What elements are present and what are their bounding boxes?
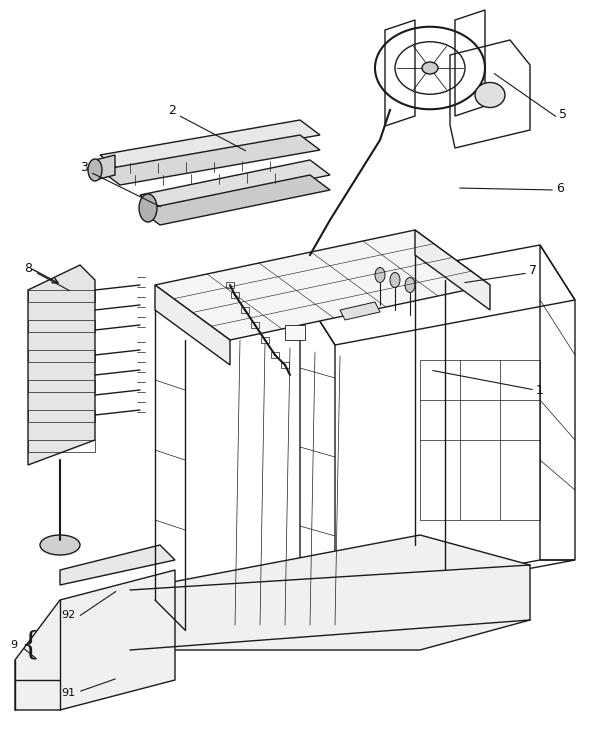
Bar [420,360,540,520]
Bar [281,362,289,368]
Bar [271,352,279,358]
Text: 2: 2 [168,103,176,117]
Ellipse shape [139,194,157,222]
Bar [28,290,95,302]
Bar [261,337,269,343]
Ellipse shape [40,535,80,555]
Text: 5: 5 [559,108,567,120]
Bar [28,320,95,332]
Text: 8: 8 [24,261,32,275]
Ellipse shape [422,62,438,74]
Text: 7: 7 [529,263,537,277]
Bar [251,322,259,328]
Bar [28,350,95,362]
Polygon shape [140,175,330,225]
Text: 92: 92 [61,610,75,620]
Polygon shape [155,230,490,340]
Bar [231,292,239,298]
Polygon shape [100,135,320,185]
Polygon shape [95,155,115,180]
Bar [285,325,305,340]
Polygon shape [28,265,95,465]
Ellipse shape [390,272,400,288]
Bar [28,380,95,392]
Ellipse shape [475,83,505,108]
Ellipse shape [375,267,385,283]
Bar [241,307,249,313]
Bar [28,440,95,452]
Polygon shape [340,302,380,320]
Polygon shape [60,545,175,585]
Text: 9: 9 [11,640,18,650]
Bar [28,410,95,422]
Polygon shape [130,535,530,650]
Text: {: { [20,630,40,661]
Text: 6: 6 [556,182,564,195]
Polygon shape [100,120,320,170]
Ellipse shape [405,277,415,292]
Ellipse shape [88,159,102,181]
Bar [226,282,234,288]
Polygon shape [415,230,490,310]
Polygon shape [140,160,330,210]
Polygon shape [155,285,230,365]
Text: 3: 3 [80,160,88,173]
Polygon shape [15,570,175,710]
Text: 91: 91 [61,688,75,698]
Text: 1: 1 [536,384,544,396]
